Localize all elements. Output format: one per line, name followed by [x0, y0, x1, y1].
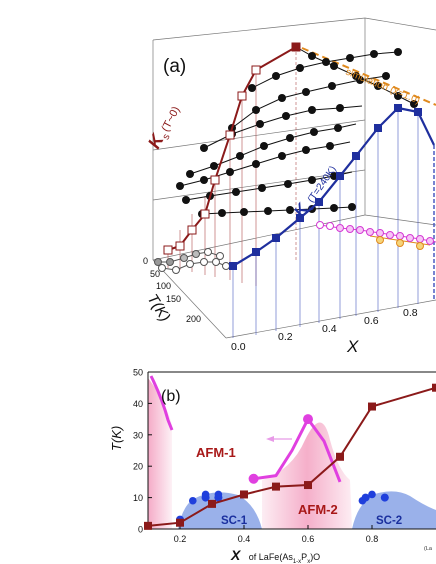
b-x-end: )O	[310, 552, 320, 562]
b-x-tick-label: 0.2	[174, 534, 187, 544]
panel-b-axes	[147, 371, 436, 530]
b-square-point	[176, 518, 184, 527]
afm2-region	[262, 422, 352, 529]
b-square-point	[368, 402, 376, 411]
b-square-point	[272, 482, 280, 491]
ks-t240-label: Ks(T=240K)	[291, 161, 341, 221]
afm2-boundary	[253, 417, 342, 483]
panel-a-t-ticks: 0 50 100 150 200	[143, 256, 201, 324]
a-x-axis-label: X	[346, 337, 359, 356]
b-y-axis-label: T(K)	[109, 426, 124, 451]
b-y-tick-label: 20	[133, 462, 143, 472]
ks-t240-curve	[229, 104, 435, 270]
a-x-tick: 0.4	[322, 323, 337, 335]
afm1-label: AFM-1	[196, 445, 236, 460]
simulation-line	[301, 47, 436, 106]
a-t-tick: 50	[150, 269, 160, 279]
b-square-point	[304, 481, 312, 490]
b-circle-point	[381, 493, 389, 502]
b-x-tick-label: 0.8	[366, 534, 379, 544]
b-y-tick-label: 40	[133, 399, 143, 409]
b-circle-point	[248, 473, 259, 484]
b-circle-point	[303, 414, 313, 425]
b-square-point	[336, 452, 344, 461]
b-y-tick-label: 10	[133, 493, 143, 503]
a-t-tick: 200	[186, 314, 201, 324]
svg-text:Ks(T=240K): Ks(T=240K)	[291, 161, 341, 221]
panel-a-label: (a)	[163, 56, 186, 77]
b-y-tick-label: 0	[138, 525, 143, 535]
b-x-tick-label: 0.4	[238, 534, 251, 544]
b-circle-point	[201, 490, 210, 499]
a-t-tick: 150	[166, 294, 181, 304]
a-x-tick: 0.6	[364, 315, 379, 327]
hollow-points	[154, 248, 230, 274]
b-square-point	[432, 383, 436, 392]
b-x-sub2: x	[307, 559, 310, 564]
afm1-boundary	[149, 375, 174, 431]
b-y-tick-label: 30	[133, 430, 143, 440]
magenta-row	[316, 221, 436, 250]
sc2-region	[352, 491, 436, 529]
b-circle-point	[189, 496, 197, 505]
a-x-tick: 0.8	[403, 307, 418, 319]
panel-a-x-ticks: 0.0 0.2 0.4 0.6 0.8	[231, 307, 418, 353]
b-circle-point	[214, 490, 223, 499]
panel-b-series	[144, 383, 436, 530]
b-x-axis-label: X of LaFe(As1-xPx)O	[230, 547, 320, 564]
drop-lines-blue	[232, 108, 435, 338]
sc1-region	[178, 492, 262, 529]
b-x-sub1: 1-x	[293, 559, 301, 564]
b-x-tick-label: 0.6	[302, 534, 315, 544]
corner-text: (La	[424, 546, 433, 552]
magenta-arrow	[266, 436, 292, 442]
b-x-p: P	[301, 552, 307, 562]
simulation-label: simulation (x=1.0)	[344, 67, 422, 107]
ks-t0-label: Ks(T~0)	[144, 101, 186, 153]
b-circle-point	[358, 496, 367, 505]
panel-a: (a) simulation (x=1.0) Ks(T~0) Ks(T=240K…	[143, 17, 436, 356]
b-circle-point	[368, 490, 376, 499]
panel-b: 0 10 20 30 40 50 0.2 0.4 0.6 0.8 AFM-1 AFM-2 SC-1…	[109, 368, 436, 564]
b-x-rest: of LaFe(As	[249, 552, 294, 562]
ks-t0-cond: (T~0)	[159, 105, 182, 134]
panel-b-label: (b)	[161, 388, 181, 405]
sc1-label: SC-1	[221, 515, 248, 527]
a-x-tick: 0.0	[231, 341, 246, 353]
b-square-point	[208, 499, 216, 508]
sc2-label: SC-2	[376, 515, 402, 527]
panel-b-tick-labels: 0 10 20 30 40 50 0.2 0.4 0.6 0.8	[133, 368, 378, 545]
ks-t240-sub: s	[305, 202, 316, 212]
b-square-point	[240, 490, 248, 499]
b-square-point	[144, 521, 152, 530]
afm2-label: AFM-2	[298, 502, 338, 517]
b-x-main: X	[230, 547, 242, 563]
ks-t0-sub: s	[161, 132, 173, 142]
a-t-tick: 100	[156, 281, 171, 291]
svg-text:Ks(T~0): Ks(T~0)	[144, 101, 186, 153]
b-y-tick-label: 50	[133, 368, 143, 378]
ks-t0-curve	[163, 42, 301, 255]
a-t-tick: 0	[143, 256, 148, 266]
a-x-tick: 0.2	[278, 331, 293, 343]
panel-a-box	[152, 17, 436, 339]
drop-lines-red	[167, 47, 297, 286]
